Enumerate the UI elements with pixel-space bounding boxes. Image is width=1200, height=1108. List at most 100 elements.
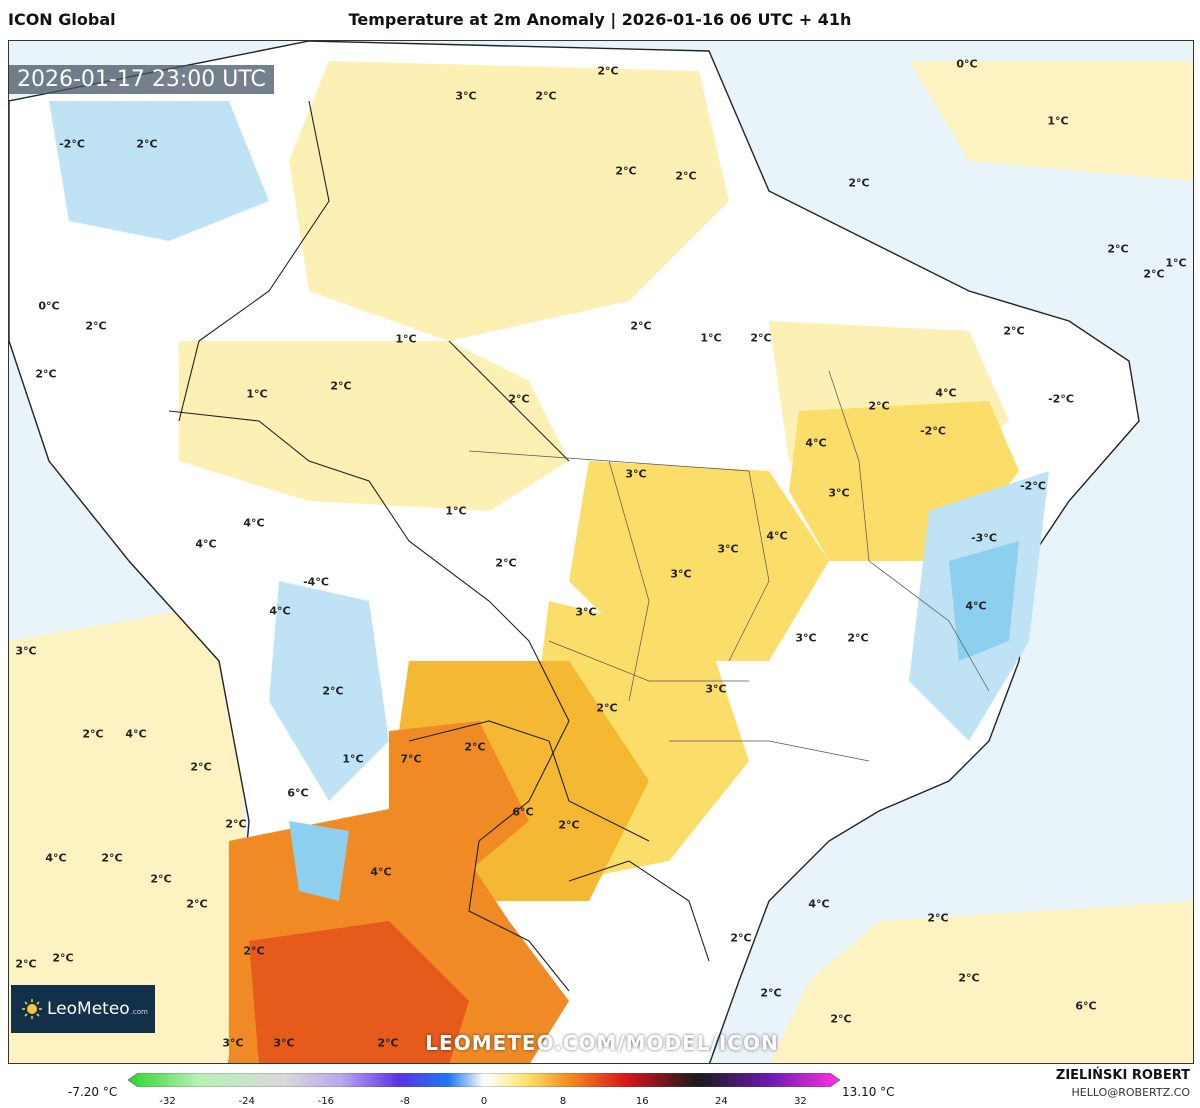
temperature-label: 2°C: [847, 631, 869, 645]
temperature-label: 2°C: [190, 760, 212, 774]
temperature-label: 2°C: [1003, 324, 1025, 338]
temperature-label: 2°C: [868, 399, 890, 413]
cool-zone-northwest: [49, 101, 269, 241]
temperature-label: 4°C: [125, 727, 147, 741]
temperature-label: 2°C: [760, 986, 782, 1000]
temperature-label: 3°C: [717, 542, 739, 556]
temperature-label: 1°C: [246, 387, 268, 401]
temperature-label: 2°C: [630, 319, 652, 333]
temperature-label: 2°C: [958, 971, 980, 985]
temperature-label: 2°C: [596, 701, 618, 715]
temperature-label: 2°C: [927, 911, 949, 925]
temperature-label: 2°C: [508, 392, 530, 406]
watermark: LEOMETEO.COM/MODEL/ICON: [425, 1031, 779, 1055]
temperature-label: 2°C: [15, 957, 37, 971]
temperature-label: 2°C: [848, 176, 870, 190]
model-name: ICON Global: [8, 10, 116, 29]
legend-tick-label: -16: [317, 1096, 334, 1107]
temperature-label: 2°C: [101, 851, 123, 865]
temperature-label: 1°C: [395, 332, 417, 346]
temperature-label: 3°C: [795, 631, 817, 645]
state-borders: [468, 370, 990, 762]
temperature-label: 1°C: [342, 752, 364, 766]
temperature-label: 7°C: [400, 752, 422, 766]
temperature-label: -2°C: [59, 137, 85, 151]
temperature-label: 3°C: [670, 567, 692, 581]
legend-tick-label: -8: [399, 1096, 410, 1107]
temperature-label: 4°C: [243, 516, 265, 530]
author-name: ZIELIŃSKI ROBERT: [1055, 1068, 1190, 1083]
temperature-label: 2°C: [52, 951, 74, 965]
author-email[interactable]: HELLO@ROBERTZ.CO: [1071, 1086, 1190, 1099]
country-borders: [168, 100, 710, 992]
atlantic-warm-patch: [769, 901, 1193, 1063]
temperature-label: 4°C: [935, 386, 957, 400]
atlantic-warm-patch-north: [909, 61, 1193, 181]
temperature-label: 4°C: [195, 537, 217, 551]
leometeo-logo[interactable]: LeoMeteo .com: [11, 985, 155, 1033]
warm-light-zone-north: [289, 61, 729, 341]
temperature-label: 2°C: [675, 169, 697, 183]
logo-domain: .com: [130, 1008, 148, 1016]
temperature-label: 4°C: [766, 529, 788, 543]
temperature-label: 3°C: [575, 605, 597, 619]
temperature-label: -2°C: [1048, 392, 1074, 406]
temperature-label: -4°C: [303, 575, 329, 589]
legend-tick-label: -24: [238, 1096, 255, 1107]
temperature-label: 2°C: [464, 740, 486, 754]
temperature-label: 2°C: [330, 379, 352, 393]
legend-tick-label: 8: [559, 1096, 567, 1107]
temperature-label: 4°C: [808, 897, 830, 911]
temperature-label: 3°C: [273, 1036, 295, 1050]
temperature-label: 3°C: [15, 644, 37, 658]
cold-zone-east-coast: [949, 541, 1019, 661]
temperature-label: 4°C: [269, 604, 291, 618]
color-legend: -7.20 °C -32 -24 -16 -8 0 8 16 24 32 13.10 °C ZI…: [0, 1066, 1200, 1108]
temperature-label: 2°C: [225, 817, 247, 831]
temperature-label: 3°C: [828, 486, 850, 500]
map-frame[interactable]: 2026-01-17 23:00 UTC 2°C 1°C 3°C 2°C 0°C -2°C…: [8, 40, 1194, 1064]
temperature-label: 0°C: [38, 299, 60, 313]
temperature-label: 2°C: [82, 727, 104, 741]
cool-zone-andes-south: [289, 821, 349, 901]
temperature-label: 2°C: [495, 556, 517, 570]
header: ICON Global Temperature at 2m Anomaly | …: [0, 0, 1200, 40]
legend-max-label: 13.10 °C: [842, 1085, 895, 1099]
temperature-label: 4°C: [45, 851, 67, 865]
sun-icon: [22, 999, 42, 1019]
temperature-label: 2°C: [1107, 242, 1129, 256]
very-hot-zone-argentina: [249, 921, 469, 1063]
warm-light-zone-central: [179, 341, 569, 511]
temperature-label: 3°C: [705, 682, 727, 696]
temperature-label: 4°C: [965, 599, 987, 613]
legend-tick-label: -32: [159, 1096, 176, 1107]
temperature-label: 6°C: [512, 805, 534, 819]
temperature-label: 0°C: [956, 57, 978, 71]
pacific-warm-patch: [9, 601, 249, 1063]
temperature-label: 2°C: [597, 64, 619, 78]
temperature-label: 2°C: [730, 931, 752, 945]
temperature-label: 2°C: [243, 944, 265, 958]
anomaly-map: [9, 41, 1193, 1063]
temperature-label: 6°C: [287, 786, 309, 800]
temperature-label: 2°C: [1143, 267, 1165, 281]
temperature-label: 3°C: [625, 467, 647, 481]
temperature-label: 2°C: [322, 684, 344, 698]
warm-zone-central-brazil: [569, 461, 829, 661]
legend-tick-label: 32: [794, 1096, 807, 1107]
temperature-label: 2°C: [830, 1012, 852, 1026]
temperature-label: -3°C: [971, 531, 997, 545]
temperature-label: 3°C: [455, 89, 477, 103]
temperature-label: -2°C: [1020, 479, 1046, 493]
temperature-label: 2°C: [136, 137, 158, 151]
temperature-label: 2°C: [377, 1036, 399, 1050]
legend-tick-label: 16: [635, 1096, 649, 1107]
legend-min-label: -7.20 °C: [68, 1085, 118, 1099]
legend-color-bar: [128, 1073, 840, 1087]
temperature-label: 2°C: [750, 331, 772, 345]
cool-zone-andes: [269, 581, 389, 801]
temperature-label: 2°C: [535, 89, 557, 103]
temperature-label: 2°C: [186, 897, 208, 911]
temperature-label: 4°C: [370, 865, 392, 879]
temperature-label: 3°C: [222, 1036, 244, 1050]
